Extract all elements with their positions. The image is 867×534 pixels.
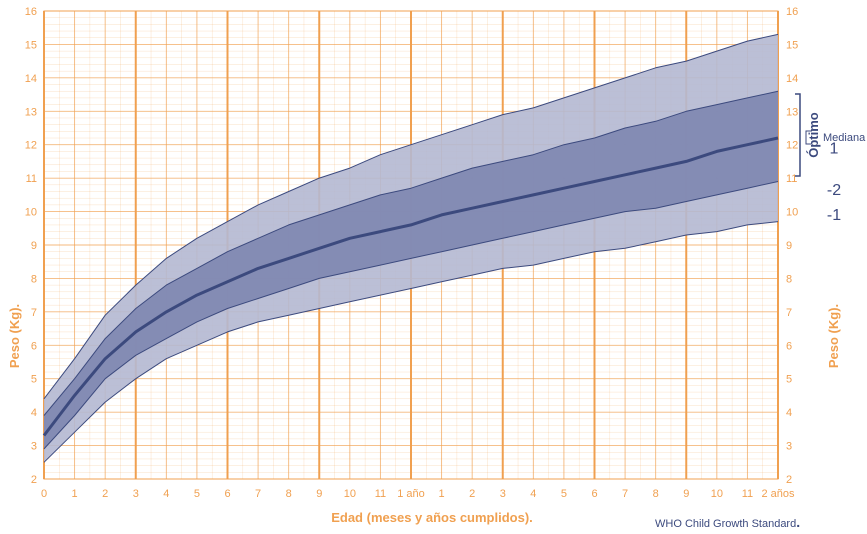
x-tick-label: 5	[194, 488, 200, 500]
plot-frame	[43, 10, 779, 480]
x-tick-label: 2 años	[761, 488, 795, 500]
x-tick-label: 4	[163, 488, 169, 500]
y-tick-label-left: 6	[31, 340, 37, 352]
mediana-label: Mediana	[823, 132, 866, 144]
y-tick-label-right: 10	[786, 207, 798, 219]
y-tick-label-left: 5	[31, 374, 37, 386]
y-tick-label-right: 6	[786, 340, 792, 352]
x-tick-label: 5	[561, 488, 567, 500]
x-tick-label: 6	[591, 488, 597, 500]
y-tick-label-left: 4	[31, 407, 37, 419]
y-tick-label-right: 8	[786, 273, 792, 285]
y-tick-label-left: 8	[31, 273, 37, 285]
x-tick-label: 7	[622, 488, 628, 500]
x-tick-label: 11	[375, 488, 386, 500]
x-tick-label: 2	[102, 488, 108, 500]
y-tick-label-left: 2	[31, 474, 37, 486]
x-tick-label: 8	[286, 488, 292, 500]
y-tick-labels-left: 2 3 4 5 6 7 8 9 10 11 12 13 14 15 16	[25, 6, 37, 486]
series-line-median	[42, 136, 779, 437]
y-tick-label-right: 14	[786, 73, 798, 85]
y-tick-label-right: 4	[786, 407, 792, 419]
y-tick-label-right: 9	[786, 240, 792, 252]
y-tick-labels-right: 2 3 4 5 6 7 8 9 10 11 12 13 14 15 16	[786, 6, 798, 486]
y-tick-label-right: 2	[786, 474, 792, 486]
y-tick-label-left: 15	[25, 39, 37, 51]
x-tick-label: 3	[500, 488, 506, 500]
x-tick-label: 10	[344, 488, 356, 500]
y-tick-label-right: 13	[786, 106, 798, 118]
x-tick-label: 9	[316, 488, 322, 500]
y-tick-label-right: 3	[786, 441, 792, 453]
y-tick-label-right: 11	[786, 173, 797, 185]
y-tick-label-right: 5	[786, 374, 792, 386]
y-tick-label-right: 12	[786, 140, 798, 152]
series-line-z-2	[43, 221, 779, 463]
x-tick-label: 1 año	[397, 488, 425, 500]
x-tick-labels: 0 1 2 3 4 5 6 7 8 9 10 11 1 año 1 2 3 4 5 6 7 8 9 10 11 2 años	[41, 488, 795, 500]
source-credit: WHO Child Growth Standard.	[655, 514, 800, 530]
y-tick-label-left: 14	[25, 73, 37, 85]
y-tick-label-left: 10	[25, 207, 37, 219]
x-tick-label: 11	[742, 488, 753, 500]
x-tick-label: 10	[711, 488, 723, 500]
series-line-z-1	[43, 181, 779, 450]
x-tick-label: 4	[530, 488, 536, 500]
y-tick-label-left: 11	[26, 173, 37, 185]
z-score-label: -2	[827, 182, 841, 199]
x-tick-label: 1	[439, 488, 445, 500]
series-lines	[42, 33, 779, 463]
series-line-z2	[43, 33, 779, 400]
x-tick-label: 9	[683, 488, 689, 500]
y-axis-label-right: Peso (Kg).	[826, 304, 841, 368]
optimo-bracket: Óptimo Mediana	[795, 93, 866, 177]
x-tick-label: 6	[224, 488, 230, 500]
x-axis-label: Edad (meses y años cumplidos).	[331, 510, 533, 525]
z-score-labels: 21-1-2	[827, 140, 841, 224]
y-tick-label-left: 9	[31, 240, 37, 252]
x-tick-label: 2	[469, 488, 475, 500]
x-tick-label: 7	[255, 488, 261, 500]
y-tick-label-right: 15	[786, 39, 798, 51]
x-tick-label: 8	[653, 488, 659, 500]
y-tick-label-right: 16	[786, 6, 798, 18]
z-score-label: -1	[827, 207, 841, 224]
z-score-label: 1	[830, 140, 839, 157]
x-tick-label: 0	[41, 488, 47, 500]
y-tick-label-left: 7	[31, 307, 37, 319]
x-tick-label: 1	[72, 488, 78, 500]
x-tick-label: 3	[133, 488, 139, 500]
y-tick-label-left: 12	[25, 140, 37, 152]
optimo-label: Óptimo	[806, 112, 821, 158]
y-axis-label-left: Peso (Kg).	[7, 304, 22, 368]
y-tick-label-right: 7	[786, 307, 792, 319]
y-tick-label-left: 3	[31, 441, 37, 453]
y-tick-label-left: 16	[25, 6, 37, 18]
series-line-z1	[43, 90, 779, 416]
y-tick-label-left: 13	[25, 106, 37, 118]
